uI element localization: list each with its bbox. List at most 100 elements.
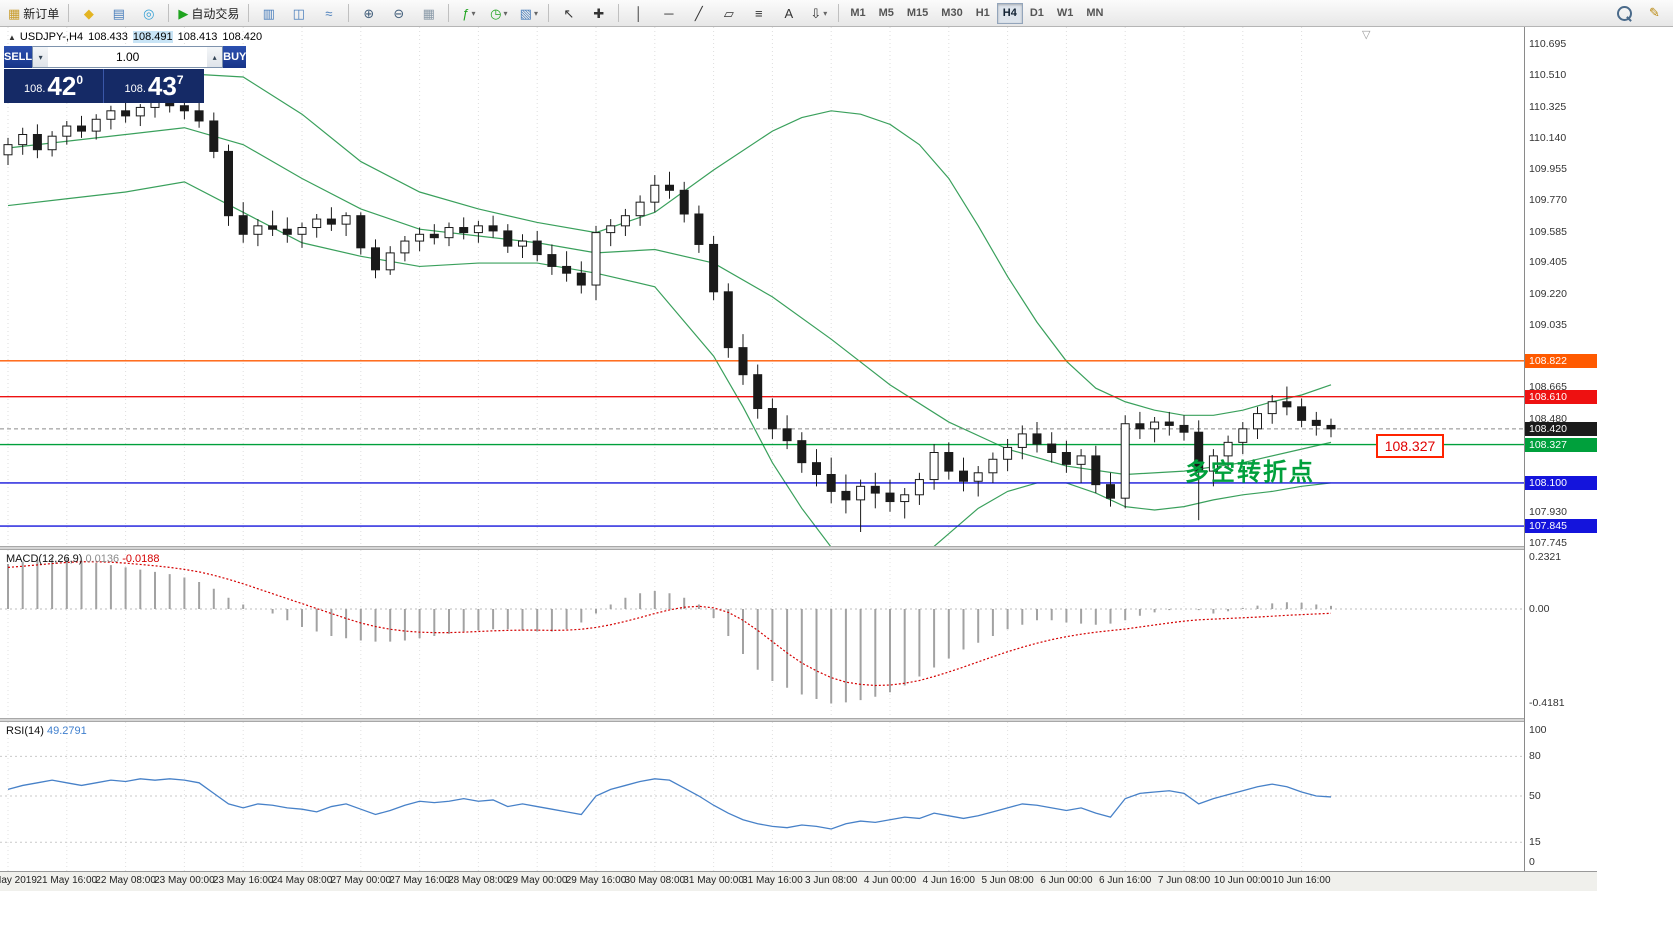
timeframe-h4[interactable]: H4 <box>996 2 1023 24</box>
time-axis-label: 29 May 00:00 <box>506 875 568 886</box>
price-axis-tick: 110.510 <box>1529 69 1567 82</box>
navigator-icon[interactable]: ◎ <box>134 2 163 25</box>
channel-icon[interactable]: ▱ <box>714 2 743 25</box>
volume-increase-icon[interactable]: ▴ <box>207 47 223 67</box>
panel-toggle-icon[interactable]: ▲ <box>8 33 16 42</box>
price-axis-tick: 107.745 <box>1529 537 1567 549</box>
fibonacci-icon[interactable]: ≡ <box>744 2 773 25</box>
indicators-dropdown[interactable]: ƒ ▾ <box>454 2 483 25</box>
macd-chart[interactable] <box>0 550 1524 718</box>
candle-body <box>106 110 116 120</box>
toolbar: ▦ 新订单 ◆ ▤ ◎ ▶ 自动交易 ▥ ◫ ≈ ⊕ ⊖ ▦ ƒ ▾ ◷ ▾ ▧ ▾ ↖ ✚ │ ─ ╱ ▱ ≡ A ⇩ ▾ M1 M5 M1… <box>0 0 1673 27</box>
candlestick-chart-icon[interactable]: ◫ <box>284 2 313 25</box>
buy-price-box[interactable]: 108. 43 7 <box>104 69 204 103</box>
trendline-icon[interactable]: ╱ <box>684 2 713 25</box>
time-axis-label: 28 May 08:00 <box>448 875 509 886</box>
timeframe-m1[interactable]: M1 <box>850 7 866 19</box>
periods-dropdown[interactable]: ◷ ▾ <box>484 2 513 25</box>
candle-body <box>32 133 42 151</box>
horizontal-line-icon[interactable]: ─ <box>654 2 683 25</box>
autotrading-button[interactable]: ▶ 自动交易 <box>174 2 243 25</box>
candle-body <box>268 225 278 230</box>
timeframe-w1[interactable]: W1 <box>1056 7 1074 19</box>
timeframe-h1[interactable]: H1 <box>975 7 990 19</box>
navigator-icon-icon: ◎ <box>143 5 155 21</box>
macd-pane-splitter[interactable] <box>0 546 1597 550</box>
crosshair-icon[interactable]: ✚ <box>584 2 613 25</box>
arrows-icon: ⇩ <box>810 5 822 21</box>
timeframe-m30[interactable]: M30 <box>941 7 963 19</box>
candle-body <box>47 135 57 151</box>
autotrading-button-label: 自动交易 <box>191 6 240 21</box>
new-order-button[interactable]: ▦ 新订单 <box>4 2 63 25</box>
fibonacci-icon-icon: ≡ <box>755 5 763 21</box>
candle-body <box>1076 455 1086 465</box>
candle-body <box>312 218 322 229</box>
price-axis-tag: 108.327 <box>1525 437 1597 452</box>
candle-body <box>179 105 189 112</box>
volume-control: ▾ ▴ <box>32 46 224 68</box>
candle-body <box>797 440 807 464</box>
time-axis-label: 3 Jun 08:00 <box>805 875 858 886</box>
candle-body <box>1047 443 1057 454</box>
text-tool-icon[interactable]: A <box>774 2 803 25</box>
timeframe-d1[interactable]: D1 <box>1029 7 1044 19</box>
sell-price-prefix: 108. <box>23 83 46 95</box>
buy-button[interactable]: BUY <box>223 46 247 68</box>
rsi-value: 49.2791 <box>46 725 87 737</box>
market-watch-icon[interactable]: ◆ <box>74 2 103 25</box>
line-chart-icon-icon: ≈ <box>325 5 333 21</box>
candle-body <box>694 213 704 245</box>
rsi-pane[interactable]: RSI(14) 49.2791 <box>0 722 1524 871</box>
rsi-axis-tick: 50 <box>1529 790 1541 802</box>
volume-input[interactable] <box>48 47 208 67</box>
tile-windows-icon[interactable]: ▦ <box>414 2 443 25</box>
search-icon[interactable] <box>1610 2 1639 25</box>
candle-body <box>547 254 557 267</box>
candle-body <box>782 428 792 442</box>
toolbar-separator <box>68 4 70 22</box>
timeframe-mn[interactable]: MN <box>1086 7 1104 19</box>
arrows-dropdown[interactable]: ⇩ ▾ <box>804 2 833 25</box>
one-click-trading-panel: SELL ▾ ▴ BUY 108. 42 0 108. 43 7 <box>4 46 247 103</box>
timeframe-m15[interactable]: M15 <box>906 7 929 19</box>
candle-body <box>253 225 263 235</box>
macd-pane[interactable]: MACD(12,26,9) 0.0136 -0.0188 <box>0 550 1524 718</box>
line-chart-icon[interactable]: ≈ <box>314 2 343 25</box>
market-watch-icon-icon: ◆ <box>83 5 94 21</box>
candle-body <box>1267 401 1277 415</box>
macd-axis-tick: 0.00 <box>1529 603 1550 615</box>
candle-body <box>1061 452 1071 465</box>
sell-price-sup: 0 <box>76 73 84 87</box>
cursor-icon[interactable]: ↖ <box>554 2 583 25</box>
macd-signal-value: -0.0188 <box>122 553 160 565</box>
sell-button[interactable]: SELL <box>4 46 33 68</box>
sell-price-box[interactable]: 108. 42 0 <box>4 69 104 103</box>
vertical-line-icon[interactable]: │ <box>624 2 653 25</box>
data-window-icon[interactable]: ▤ <box>104 2 133 25</box>
edit-icon[interactable]: ✎ <box>1649 5 1660 20</box>
price-axis-tag: 108.610 <box>1525 389 1597 404</box>
bar-chart-icon[interactable]: ▥ <box>254 2 283 25</box>
chart-shift-marker-icon[interactable]: ▽ <box>1362 29 1371 41</box>
candlestick-chart[interactable] <box>0 27 1524 546</box>
price-chart-pane[interactable]: ▲ USDJPY-,H4 108.433 108.491 108.413 108.420 … <box>0 27 1524 546</box>
candle-body <box>488 225 498 232</box>
rsi-axis-tick: 100 <box>1529 724 1547 736</box>
toolbar-separator <box>838 4 840 22</box>
candle-body <box>224 150 233 217</box>
zoom-in-icon[interactable]: ⊕ <box>354 2 383 25</box>
time-axis-label: 21 May 16:00 <box>36 875 98 886</box>
zoom-out-icon[interactable]: ⊖ <box>384 2 413 25</box>
rsi-chart[interactable] <box>0 722 1524 871</box>
candle-body <box>1194 431 1204 472</box>
price-axis[interactable]: 110.695 110.510 110.325 110.140 109.955 109.7… <box>1524 27 1597 871</box>
rsi-pane-splitter[interactable] <box>0 718 1597 722</box>
buy-price-prefix: 108. <box>124 83 146 95</box>
templates-dropdown[interactable]: ▧ ▾ <box>514 2 543 25</box>
timeframe-m5[interactable]: M5 <box>878 7 894 19</box>
candle-body <box>1179 424 1189 433</box>
price-axis-tick: 109.770 <box>1529 194 1567 207</box>
volume-decrease-icon[interactable]: ▾ <box>33 47 49 67</box>
